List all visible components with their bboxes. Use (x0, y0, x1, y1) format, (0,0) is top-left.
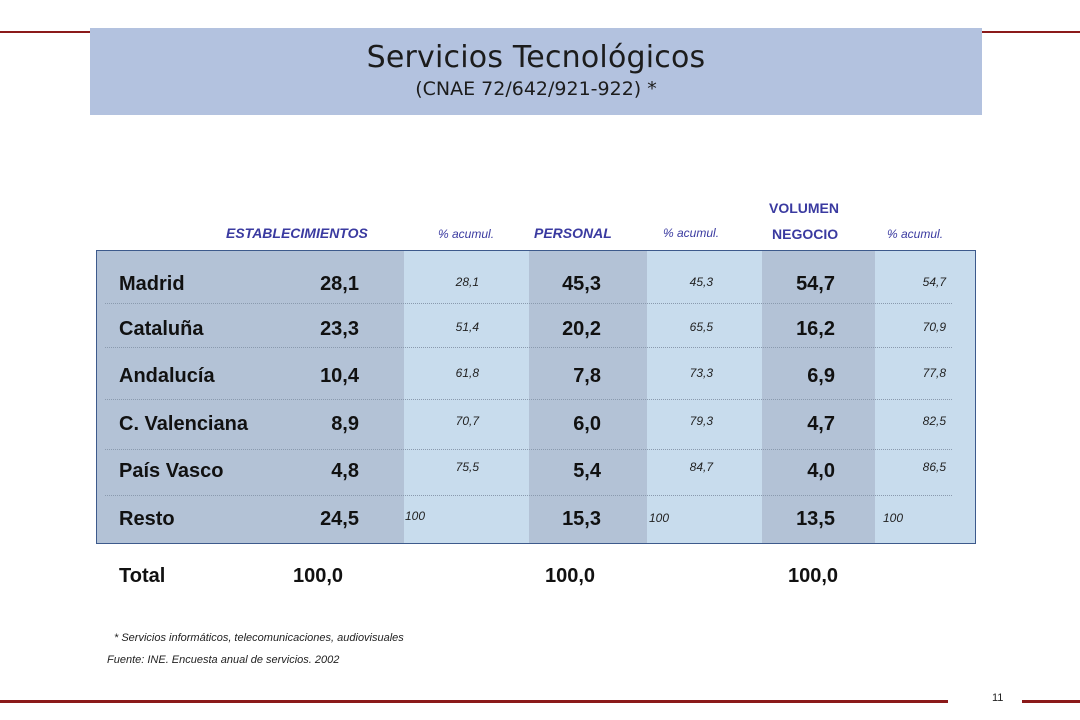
header-negocio: NEGOCIO (772, 226, 839, 242)
cell-per-acumul: 73,3 (689, 366, 713, 380)
cell-establecimientos: 24,5 (320, 508, 359, 530)
table-row-region: Madrid (119, 273, 185, 295)
table-row-region: Andalucía (119, 365, 215, 387)
header-acumul-3: % acumul. (887, 227, 944, 241)
total-label: Total (119, 565, 166, 587)
cell-est-acumul: 51,4 (455, 320, 479, 334)
cell-vol-acumul: 82,5 (922, 414, 946, 428)
cell-establecimientos: 4,8 (331, 460, 359, 482)
cell-per-acumul: 84,7 (689, 460, 713, 474)
cell-per-acumul: 65,5 (689, 320, 713, 334)
cell-volumen: 6,9 (807, 365, 835, 387)
cell-est-acumul: 100 (405, 509, 426, 523)
table-row-region: C. Valenciana (119, 413, 248, 435)
cell-personal: 5,4 (573, 460, 601, 482)
total-volumen: 100,0 (788, 565, 839, 587)
title-banner: Servicios Tecnológicos (CNAE 72/642/921-… (90, 28, 982, 115)
cell-volumen: 16,2 (796, 318, 835, 340)
cell-establecimientos: 23,3 (320, 318, 359, 340)
cell-volumen: 4,0 (807, 460, 835, 482)
cell-volumen: 54,7 (796, 273, 835, 295)
data-table: Madrid 28,1 28,1 45,3 45,3 54,7 54,7 Cat… (96, 250, 976, 544)
header-personal: PERSONAL (534, 225, 612, 241)
header-establecimientos: ESTABLECIMIENTOS (226, 225, 368, 241)
cell-est-acumul: 28,1 (455, 275, 479, 289)
total-establecimientos: 100,0 (293, 565, 344, 587)
row-divider (105, 347, 952, 348)
header-acumul-1: % acumul. (438, 227, 495, 241)
row-divider (105, 303, 952, 304)
cell-vol-acumul: 70,9 (922, 320, 946, 334)
cell-per-acumul: 100 (649, 511, 670, 525)
header-acumul-2: % acumul. (663, 226, 720, 240)
page-title: Servicios Tecnológicos (366, 40, 706, 75)
cell-personal: 45,3 (562, 273, 601, 295)
cell-volumen: 4,7 (807, 413, 835, 435)
table-row-region: Resto (119, 508, 175, 530)
bottom-rule-left (0, 700, 948, 703)
cell-establecimientos: 28,1 (320, 273, 359, 295)
cell-volumen: 13,5 (796, 508, 835, 530)
row-divider (105, 449, 952, 450)
cell-est-acumul: 61,8 (455, 366, 479, 380)
cell-est-acumul: 75,5 (455, 460, 479, 474)
cell-vol-acumul: 100 (883, 511, 904, 525)
row-divider (105, 495, 952, 496)
column-band-est-acc (404, 251, 529, 543)
cell-establecimientos: 8,9 (331, 413, 359, 435)
header-volumen: VOLUMEN (769, 200, 839, 216)
column-band-vol-acc (875, 251, 975, 543)
top-rule-left (0, 31, 90, 33)
table-row-region: País Vasco (119, 460, 224, 482)
cell-personal: 6,0 (573, 413, 601, 435)
cell-personal: 15,3 (562, 508, 601, 530)
cell-vol-acumul: 77,8 (922, 366, 946, 380)
page-subtitle: (CNAE 72/642/921-922) * (415, 78, 657, 100)
table-row-region: Cataluña (119, 318, 204, 340)
total-personal: 100,0 (545, 565, 596, 587)
cell-personal: 20,2 (562, 318, 601, 340)
cell-per-acumul: 45,3 (689, 275, 713, 289)
bottom-rule-right (1022, 700, 1080, 703)
cell-vol-acumul: 86,5 (922, 460, 946, 474)
page-number: 11 (992, 692, 1004, 704)
footnote: * Servicios informáticos, telecomunicaci… (114, 632, 404, 644)
column-band-per-acc (647, 251, 762, 543)
cell-est-acumul: 70,7 (455, 414, 479, 428)
cell-personal: 7,8 (573, 365, 601, 387)
cell-establecimientos: 10,4 (320, 365, 359, 387)
top-rule-right (982, 31, 1080, 33)
cell-per-acumul: 79,3 (689, 414, 713, 428)
cell-vol-acumul: 54,7 (922, 275, 946, 289)
row-divider (105, 399, 952, 400)
source-note: Fuente: INE. Encuesta anual de servicios… (107, 654, 340, 666)
